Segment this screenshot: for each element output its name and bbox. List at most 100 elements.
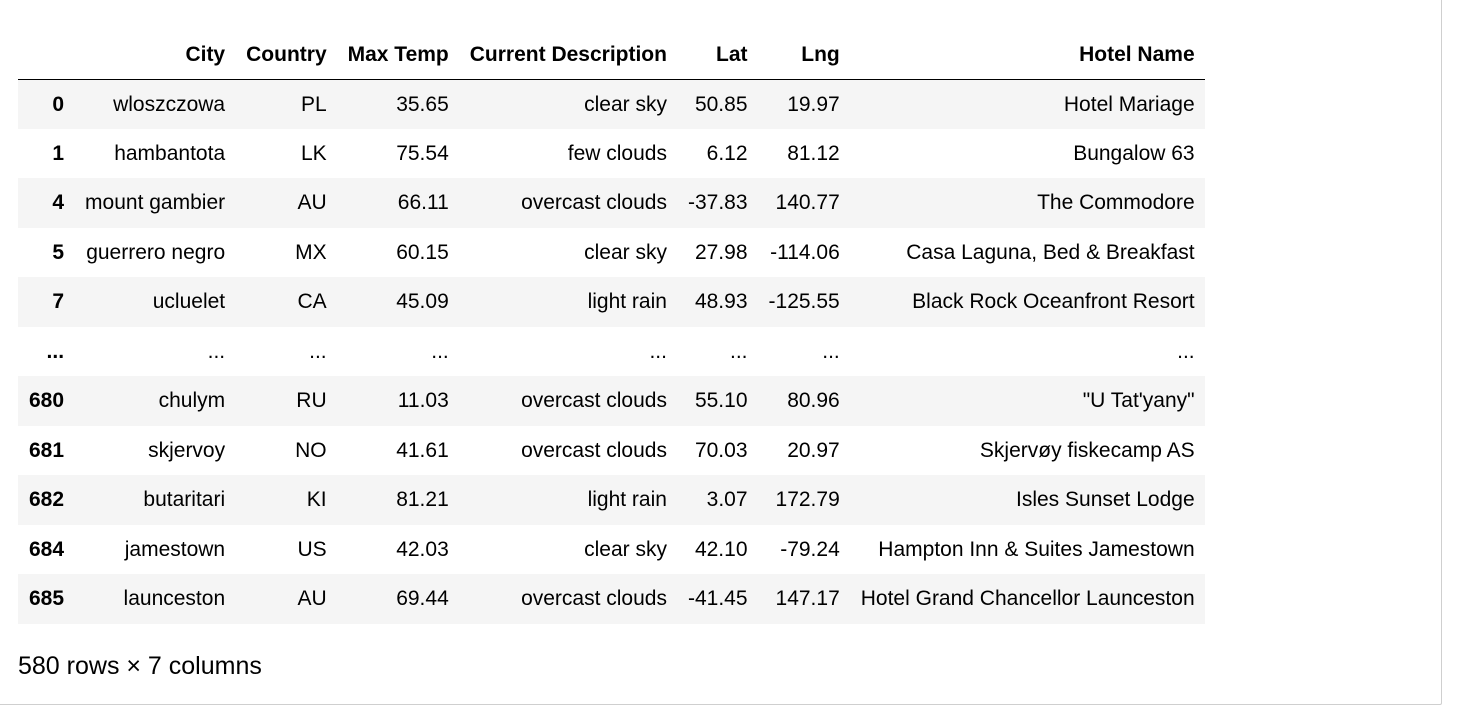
cell-current-description: ...	[649, 339, 667, 363]
cell-lat: 48.93	[694, 290, 748, 314]
cell-hotel-name: ...	[1177, 339, 1195, 363]
cell-hotel-name: Isles Sunset Lodge	[1016, 488, 1195, 512]
cell-lat: 3.07	[706, 488, 748, 512]
table-row: 682 butaritari KI 81.21 light rain 3.07 …	[18, 475, 1205, 525]
table-row-ellipsis: ... ... ... ... ... ... ... ...	[18, 327, 1205, 377]
cell-lng: 172.79	[775, 488, 840, 512]
cell-current-description: overcast clouds	[521, 587, 667, 611]
cell-lng: -79.24	[780, 537, 840, 561]
cell-lat: -41.45	[687, 587, 748, 611]
cell-city: guerrero negro	[86, 240, 226, 264]
cell-hotel-name: Hotel Grand Chancellor Launceston	[860, 587, 1195, 611]
dataframe-table: City Country Max Temp Current Descriptio…	[18, 31, 1205, 624]
cell-hotel-name: Casa Laguna, Bed & Breakfast	[906, 240, 1195, 264]
row-index: 680	[29, 389, 65, 413]
cell-city: butaritari	[143, 488, 226, 512]
cell-max-temp: 75.54	[396, 141, 449, 165]
cell-lat: -37.83	[687, 191, 748, 215]
cell-max-temp: 41.61	[396, 438, 449, 462]
cell-lng: ...	[822, 339, 840, 363]
row-index: 5	[52, 240, 65, 264]
cell-country: PL	[300, 92, 327, 116]
row-index: 682	[29, 488, 65, 512]
cell-country: AU	[297, 191, 327, 215]
table-body: 0 wloszczowa PL 35.65 clear sky 50.85 19…	[18, 79, 1205, 624]
cell-hotel-name: Black Rock Oceanfront Resort	[912, 290, 1195, 314]
cell-lat: 27.98	[694, 240, 748, 264]
cell-hotel-name: Hampton Inn & Suites Jamestown	[878, 537, 1195, 561]
row-index: 4	[52, 191, 65, 215]
cell-max-temp: 11.03	[397, 389, 449, 413]
table-row: 5 guerrero negro MX 60.15 clear sky 27.9…	[18, 228, 1205, 278]
cell-lat: 6.12	[706, 141, 748, 165]
row-index: 684	[29, 537, 65, 561]
cell-lng: 20.97	[787, 438, 840, 462]
cell-lat: 55.10	[694, 389, 748, 413]
cell-city: chulym	[158, 389, 226, 413]
cell-current-description: few clouds	[567, 141, 667, 165]
cell-hotel-name: The Commodore	[1037, 191, 1195, 215]
cell-lat: ...	[730, 339, 748, 363]
cell-max-temp: ...	[431, 339, 449, 363]
cell-lat: 70.03	[694, 438, 748, 462]
cell-lng: 81.12	[787, 141, 840, 165]
row-index: 685	[29, 587, 65, 611]
dataframe-shape-summary: 580 rows × 7 columns	[18, 652, 262, 680]
cell-current-description: overcast clouds	[521, 191, 667, 215]
cell-hotel-name: Hotel Mariage	[1063, 92, 1195, 116]
table-row: 4 mount gambier AU 66.11 overcast clouds…	[18, 178, 1205, 228]
cell-city: hambantota	[114, 141, 226, 165]
cell-hotel-name: "U Tat'yany"	[1082, 389, 1195, 413]
column-header-country: Country	[235, 31, 337, 80]
table-row: 7 ucluelet CA 45.09 light rain 48.93 -12…	[18, 277, 1205, 327]
cell-max-temp: 69.44	[396, 587, 449, 611]
table-row: 684 jamestown US 42.03 clear sky 42.10 -…	[18, 525, 1205, 575]
column-header-city: City	[74, 31, 236, 80]
column-header-hotel-name: Hotel Name	[849, 31, 1205, 80]
cell-city: jamestown	[124, 537, 226, 561]
cell-lng: 19.97	[787, 92, 840, 116]
cell-country: ...	[309, 339, 327, 363]
cell-lng: 147.17	[775, 587, 840, 611]
cell-country: MX	[295, 240, 327, 264]
column-header-current-description: Current Description	[458, 31, 677, 80]
cell-current-description: light rain	[587, 488, 667, 512]
table-row: 1 hambantota LK 75.54 few clouds 6.12 81…	[18, 129, 1205, 179]
row-index: 0	[52, 92, 65, 116]
table-row: 680 chulym RU 11.03 overcast clouds 55.1…	[18, 376, 1205, 426]
cell-city: mount gambier	[85, 191, 226, 215]
row-index: 1	[52, 141, 65, 165]
cell-city: wloszczowa	[113, 92, 226, 116]
table-row: 685 launceston AU 69.44 overcast clouds …	[18, 574, 1205, 624]
cell-max-temp: 66.11	[397, 191, 449, 215]
row-index: 7	[52, 290, 65, 314]
row-index: 681	[29, 438, 65, 462]
cell-current-description: clear sky	[584, 240, 667, 264]
column-header-lng: Lng	[757, 31, 850, 80]
cell-lat: 42.10	[694, 537, 748, 561]
cell-max-temp: 60.15	[396, 240, 449, 264]
cell-lng: 140.77	[775, 191, 840, 215]
cell-city: ucluelet	[152, 290, 226, 314]
cell-max-temp: 45.09	[396, 290, 449, 314]
cell-current-description: overcast clouds	[521, 438, 667, 462]
header-row: City Country Max Temp Current Descriptio…	[18, 31, 1205, 80]
cell-city: launceston	[123, 587, 226, 611]
cell-country: AU	[297, 587, 327, 611]
cell-max-temp: 42.03	[396, 537, 449, 561]
table-row: 681 skjervoy NO 41.61 overcast clouds 70…	[18, 426, 1205, 476]
cell-city: ...	[207, 339, 226, 363]
table-row: 0 wloszczowa PL 35.65 clear sky 50.85 19…	[18, 79, 1205, 129]
index-header	[18, 31, 75, 80]
cell-lng: -125.55	[768, 290, 840, 314]
cell-country: NO	[295, 438, 327, 462]
cell-country: KI	[306, 488, 327, 512]
cell-lat: 50.85	[694, 92, 748, 116]
cell-country: US	[297, 537, 327, 561]
cell-hotel-name: Skjervøy fiskecamp AS	[979, 438, 1195, 462]
cell-hotel-name: Bungalow 63	[1073, 141, 1195, 165]
cell-max-temp: 81.21	[396, 488, 449, 512]
cell-lng: -114.06	[770, 240, 840, 264]
cell-max-temp: 35.65	[396, 92, 449, 116]
